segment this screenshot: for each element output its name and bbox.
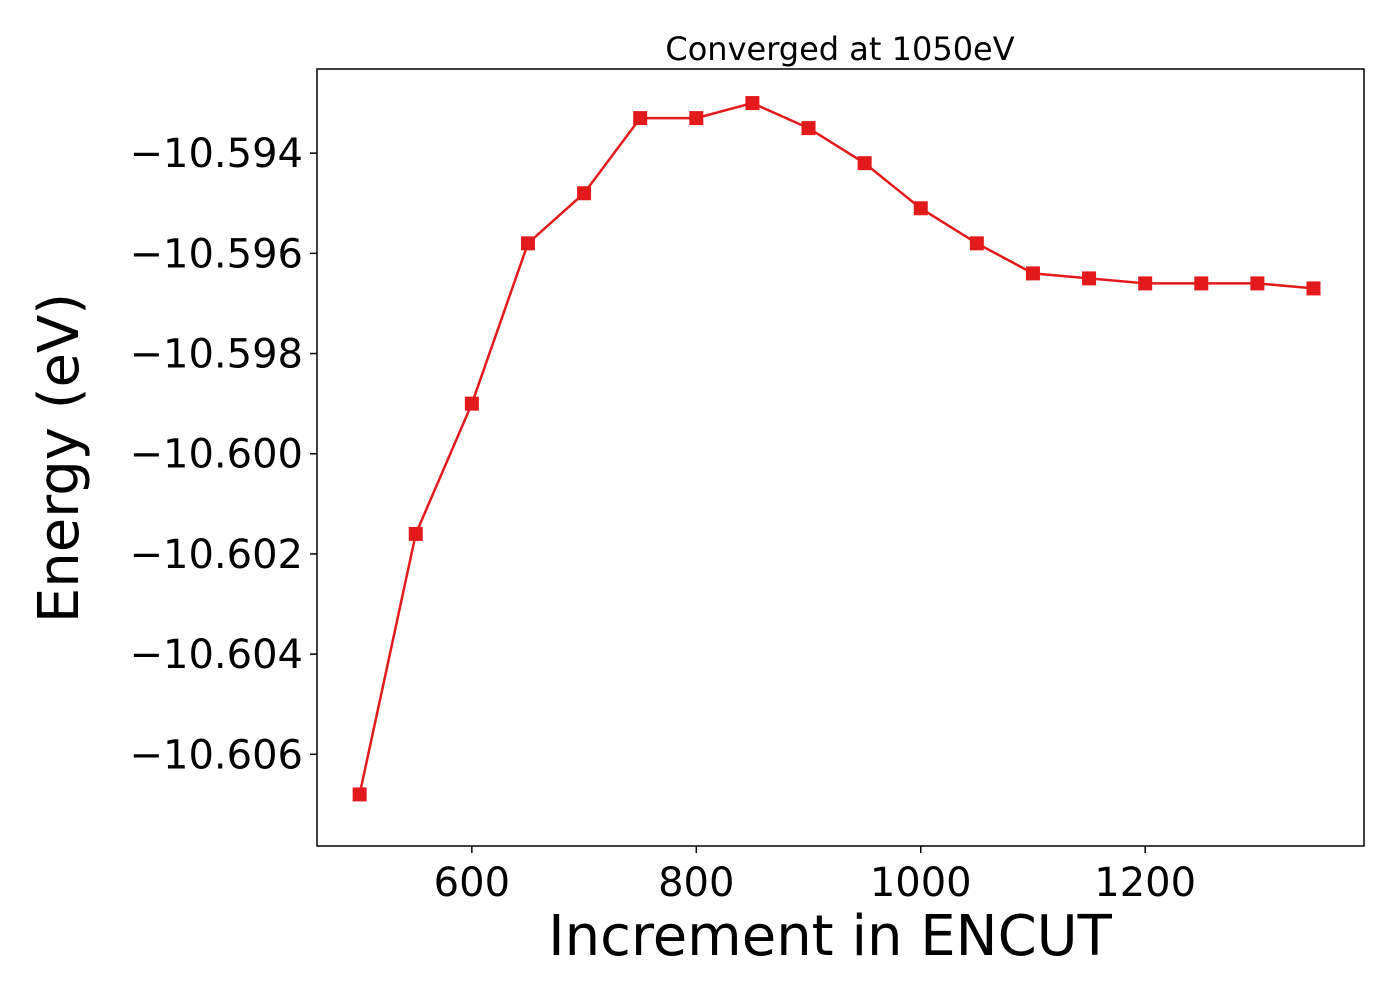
data-point-marker bbox=[857, 156, 872, 171]
x-tick-label: 800 bbox=[658, 860, 734, 906]
y-tick-label: −10.600 bbox=[130, 432, 303, 478]
x-tick-label: 1000 bbox=[870, 860, 972, 906]
series-energy bbox=[352, 96, 1321, 802]
y-tick-label: −10.596 bbox=[130, 231, 303, 277]
data-point-marker bbox=[520, 236, 535, 251]
data-point-marker bbox=[689, 111, 704, 126]
y-tick-label: −10.602 bbox=[130, 532, 303, 578]
data-point-marker bbox=[801, 121, 816, 136]
chart-title: Converged at 1050eV bbox=[665, 30, 1014, 68]
y-tick-label: −10.604 bbox=[130, 632, 303, 678]
x-axis-ticks: 600 800 1000 1200 bbox=[434, 846, 1196, 906]
data-point-marker bbox=[969, 236, 984, 251]
data-point-marker bbox=[745, 96, 760, 111]
data-point-marker bbox=[1306, 281, 1321, 296]
data-point-marker bbox=[1250, 276, 1265, 291]
y-tick-label: −10.594 bbox=[130, 131, 303, 177]
data-point-marker bbox=[352, 787, 367, 802]
data-point-marker bbox=[408, 526, 423, 541]
data-point-marker bbox=[1025, 266, 1040, 281]
y-axis-label: Energy (eV) bbox=[27, 293, 92, 623]
data-point-marker bbox=[1194, 276, 1209, 291]
data-point-marker bbox=[633, 111, 648, 126]
data-point-marker bbox=[913, 201, 928, 216]
data-point-marker bbox=[577, 186, 592, 201]
data-point-marker bbox=[1082, 271, 1097, 286]
x-tick-label: 600 bbox=[434, 860, 510, 906]
series-line bbox=[358, 101, 1314, 795]
plot-frame bbox=[316, 68, 1365, 847]
data-point-marker bbox=[1138, 276, 1153, 291]
y-tick-label: −10.598 bbox=[130, 332, 303, 378]
x-axis-label: Increment in ENCUT bbox=[548, 904, 1113, 969]
y-axis-ticks: −10.594 −10.596 −10.598 −10.600 −10.602 −10.6… bbox=[130, 131, 317, 778]
y-tick-label: −10.606 bbox=[130, 732, 303, 778]
data-point-marker bbox=[464, 396, 479, 411]
x-tick-label: 1200 bbox=[1094, 860, 1196, 906]
